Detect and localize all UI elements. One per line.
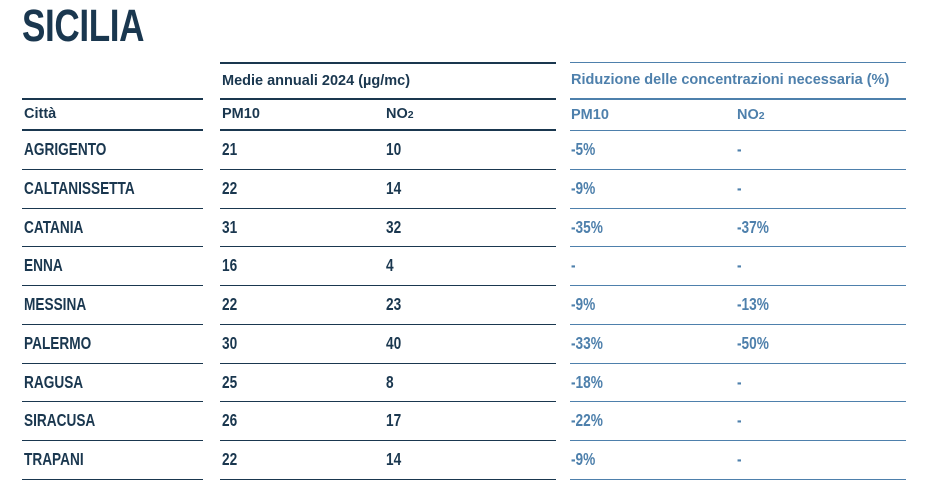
- pm10-value: 21: [222, 139, 238, 160]
- pm10-value: 22: [222, 294, 238, 315]
- pm10-reduction-value: -5%: [571, 139, 596, 160]
- column-headers-averages: PM10 NO2: [220, 98, 556, 131]
- city-name: RAGUSA: [24, 371, 84, 392]
- column-header-row: Città PM10 NO2 PM10 NO2: [22, 98, 906, 131]
- no2-value: 17: [386, 410, 402, 431]
- no2-reduction-value: -: [737, 449, 742, 470]
- pm10-reduction-value: -33%: [571, 332, 603, 353]
- no2-reduction-value: -13%: [737, 294, 769, 315]
- group-header-reduction: Riduzione delle concentrazioni necessari…: [570, 62, 906, 98]
- table-row: AGRIGENTO 21 10 -5% -: [22, 131, 906, 170]
- no2-reduction-value: -: [737, 371, 742, 392]
- table-row: ENNA 16 4 - -: [22, 247, 906, 287]
- no2-value: 32: [386, 216, 402, 237]
- column-header-city: Città: [22, 98, 203, 131]
- no2-value: 10: [386, 139, 402, 160]
- city-name: PALERMO: [24, 332, 92, 353]
- data-table: Medie annuali 2024 (µg/mc) Riduzione del…: [22, 62, 906, 480]
- table-row: CATANIA 31 32 -35% -37%: [22, 209, 906, 248]
- city-name: TRAPANI: [24, 449, 84, 470]
- pm10-value: 25: [222, 371, 238, 392]
- table-row: SIRACUSA 26 17 -22% -: [22, 402, 906, 442]
- group-header-spacer: [22, 62, 203, 98]
- group-header-averages-label: Medie annuali 2024 (µg/mc): [222, 72, 411, 89]
- city-name: CATANIA: [24, 216, 84, 237]
- no2-reduction-value: -: [737, 255, 742, 276]
- pm10-reduction-value: -18%: [571, 371, 603, 392]
- pm10-value: 22: [222, 449, 238, 470]
- no2-value: 14: [386, 177, 402, 198]
- city-name: MESSINA: [24, 294, 87, 315]
- table-row: TRAPANI 22 14 -9% -: [22, 441, 906, 480]
- no2-value: 23: [386, 294, 402, 315]
- pm10-reduction-value: -9%: [571, 177, 596, 198]
- column-header-no2-averages: NO2: [386, 106, 414, 123]
- column-headers-reduction: PM10 NO2: [570, 98, 906, 131]
- pm10-reduction-value: -: [571, 255, 576, 276]
- group-header-averages: Medie annuali 2024 (µg/mc): [220, 62, 556, 98]
- pm10-reduction-value: -22%: [571, 410, 603, 431]
- city-name: SIRACUSA: [24, 410, 96, 431]
- city-name: CALTANISSETTA: [24, 177, 135, 198]
- table-row: MESSINA 22 23 -9% -13%: [22, 286, 906, 325]
- no2-reduction-value: -: [737, 177, 742, 198]
- no2-reduction-value: -50%: [737, 332, 769, 353]
- pm10-value: 31: [222, 216, 238, 237]
- table-row: RAGUSA 25 8 -18% -: [22, 364, 906, 403]
- pm10-value: 22: [222, 177, 238, 198]
- table-row: CALTANISSETTA 22 14 -9% -: [22, 170, 906, 209]
- page-title: SICILIA: [22, 0, 145, 51]
- pm10-reduction-value: -9%: [571, 294, 596, 315]
- city-name: ENNA: [24, 255, 63, 276]
- no2-value: 8: [386, 371, 394, 392]
- pm10-reduction-value: -9%: [571, 449, 596, 470]
- table-row: PALERMO 30 40 -33% -50%: [22, 325, 906, 364]
- column-header-pm10-averages: PM10: [222, 106, 260, 123]
- no2-reduction-value: -37%: [737, 216, 769, 237]
- group-header-reduction-label: Riduzione delle concentrazioni necessari…: [571, 72, 890, 89]
- no2-value: 4: [386, 255, 394, 276]
- no2-value: 40: [386, 332, 402, 353]
- pm10-reduction-value: -35%: [571, 216, 603, 237]
- city-name: AGRIGENTO: [24, 139, 107, 160]
- pm10-value: 16: [222, 255, 238, 276]
- column-header-pm10-reduction: PM10: [571, 106, 609, 123]
- group-header-row: Medie annuali 2024 (µg/mc) Riduzione del…: [22, 62, 906, 98]
- no2-reduction-value: -: [737, 139, 742, 160]
- no2-value: 14: [386, 449, 402, 470]
- pm10-value: 26: [222, 410, 238, 431]
- no2-reduction-value: -: [737, 410, 742, 431]
- pm10-value: 30: [222, 332, 238, 353]
- column-header-no2-reduction: NO2: [737, 106, 765, 123]
